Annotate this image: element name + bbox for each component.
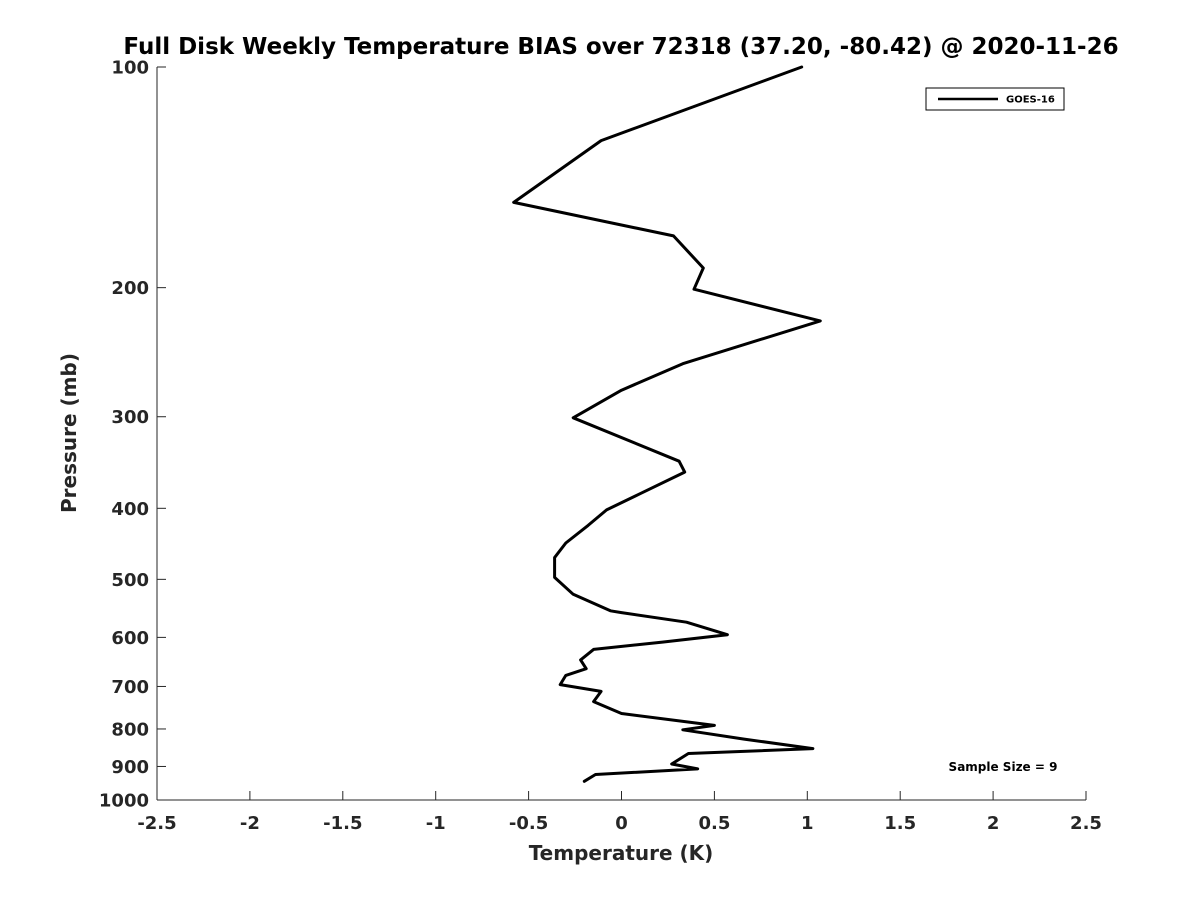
y-tick-label: 600 [111,628,149,649]
legend: GOES-16 [925,87,1065,111]
y-tick-label: 400 [111,499,149,520]
y-tick-label: 500 [111,570,149,591]
x-tick-label: 0.5 [698,813,730,834]
series-line-goes-16 [512,65,822,783]
x-tick-label: 2 [987,813,1000,834]
y-tick-label: 900 [111,757,149,778]
x-tick-label: 0 [615,813,628,834]
y-tick-label: 1000 [99,791,149,812]
x-tick-label: -2 [240,813,260,834]
x-tick-label: -0.5 [509,813,548,834]
x-tick-label: -1 [426,813,446,834]
sample-size-annotation: Sample Size = 9 [949,760,1058,774]
y-axis-label: Pressure (mb) [57,353,81,513]
x-tick-label: 2.5 [1070,813,1102,834]
x-tick-label: -2.5 [137,813,176,834]
x-tick-label: 1.5 [884,813,916,834]
plot-area: -2.5 -2 -1.5 -1 -0.5 0 0.5 1 1.5 2 2.5 100 200 300 400… [99,58,1102,835]
x-axis-label: Temperature (K) [529,841,714,865]
legend-entry-goes-16: GOES-16 [1006,95,1055,106]
y-tick-label: 100 [111,58,149,79]
y-tick-label: 300 [111,407,149,428]
y-tick-label: 700 [111,677,149,698]
x-tick-label: -1.5 [323,813,362,834]
y-tick-label: 800 [111,719,149,740]
y-tick-label: 200 [111,278,149,299]
chart-title: Full Disk Weekly Temperature BIAS over 7… [123,34,1118,60]
x-tick-label: 1 [801,813,814,834]
